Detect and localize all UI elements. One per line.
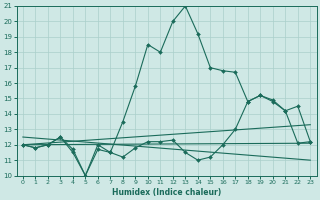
X-axis label: Humidex (Indice chaleur): Humidex (Indice chaleur): [112, 188, 221, 197]
